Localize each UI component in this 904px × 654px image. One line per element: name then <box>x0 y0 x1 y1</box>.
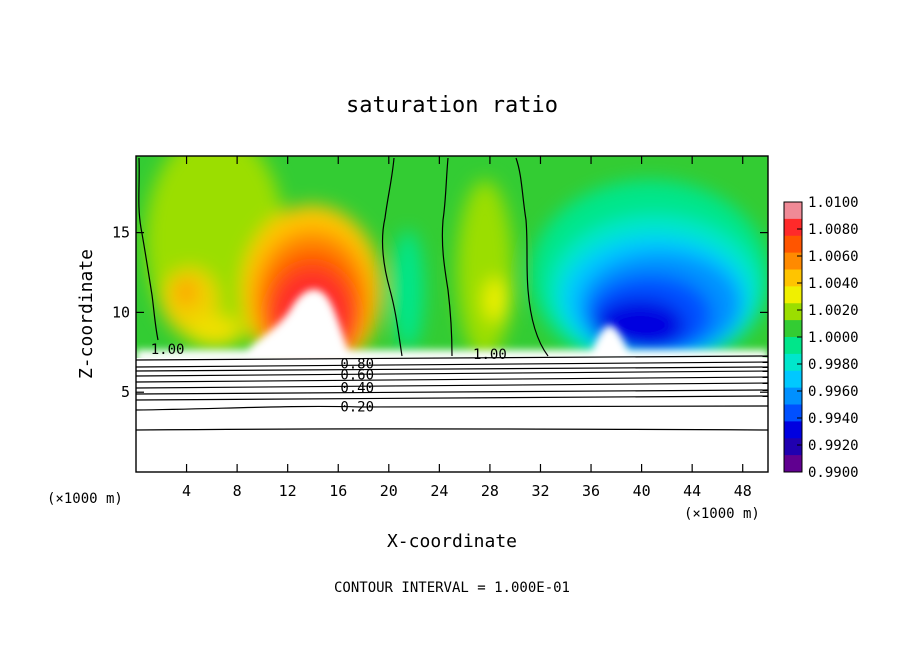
contour-label: 0.40 <box>340 380 374 396</box>
colorbar-swatch <box>784 269 802 287</box>
contour-label: 1.00 <box>151 342 185 358</box>
x-tick-label: 4 <box>182 482 191 500</box>
y-tick-label: 15 <box>112 224 130 242</box>
contour-lines <box>135 157 769 431</box>
colorbar-swatch <box>784 353 802 372</box>
contour-label: 0.20 <box>340 400 374 416</box>
y-axis-label: Z-coordinate <box>76 249 97 379</box>
chart-title: saturation ratio <box>346 93 558 118</box>
colorbar-swatch <box>784 286 802 304</box>
colorbar-label: 1.0080 <box>808 222 859 238</box>
colorbar-swatch <box>784 455 802 473</box>
colorbar-label: 1.0060 <box>808 249 859 265</box>
x-tick-label: 48 <box>734 482 752 500</box>
colorbar-swatch <box>784 303 802 321</box>
colorbar-swatch <box>784 387 802 405</box>
contour-label: 0.60 <box>340 368 374 384</box>
y-tick-label: 10 <box>112 303 130 321</box>
colorbar-swatch <box>784 202 802 220</box>
x-tick-label: 28 <box>481 482 499 500</box>
x-tick-label: 20 <box>380 482 398 500</box>
y-tick-label: 5 <box>121 383 130 401</box>
contour-label: 1.00 <box>473 347 507 363</box>
x-tick-label: 16 <box>329 482 347 500</box>
x-ticks: 4 8 12 16 20 24 28 32 36 40 44 48 <box>182 156 752 500</box>
plot-frame <box>135 155 769 473</box>
x-tick-label: 24 <box>430 482 448 500</box>
colorbar-label: 1.0040 <box>808 276 859 292</box>
x-tick-label: 36 <box>582 482 600 500</box>
contour-label: 0.80 <box>340 356 374 372</box>
y-ticks: 5 10 15 <box>112 224 768 401</box>
x-axis-label: X-coordinate <box>387 531 517 552</box>
colorbar-swatch <box>784 370 802 389</box>
x-tick-label: 44 <box>683 482 701 500</box>
colorbar-label: 0.9960 <box>808 384 859 400</box>
colorbar-swatch <box>784 218 802 237</box>
x-tick-label: 32 <box>531 482 549 500</box>
colorbar-label: 1.0020 <box>808 303 859 319</box>
colorbar-label: 0.9980 <box>808 357 859 373</box>
colorbar-swatch <box>784 404 802 422</box>
colorbar-swatch <box>784 337 802 355</box>
colorbar-label: 0.9920 <box>808 438 859 454</box>
x-unit-left: (×1000 m) <box>47 491 123 507</box>
x-tick-label: 40 <box>633 482 651 500</box>
colorbar-label: 0.9940 <box>808 411 859 427</box>
colorbar-swatch <box>784 235 802 254</box>
colorbar-label: 1.0100 <box>808 195 859 211</box>
colorbar: 1.0100 1.0080 1.0060 1.0040 1.0020 1.0000 0.99… <box>783 195 859 481</box>
footer-contour-interval: CONTOUR INTERVAL = 1.000E-01 <box>334 580 570 596</box>
contour-labels: 1.00 1.00 0.800.600.40 0.20 <box>151 342 507 415</box>
x-tick-label: 12 <box>279 482 297 500</box>
colorbar-label: 1.0000 <box>808 330 859 346</box>
heatmap-field <box>136 156 768 358</box>
x-tick-label: 8 <box>233 482 242 500</box>
colorbar-swatch <box>784 421 802 439</box>
colorbar-swatch <box>784 320 802 338</box>
colorbar-swatch <box>784 252 802 270</box>
x-unit-right: (×1000 m) <box>684 506 760 522</box>
colorbar-swatch <box>784 438 802 456</box>
colorbar-label: 0.9900 <box>808 465 859 481</box>
